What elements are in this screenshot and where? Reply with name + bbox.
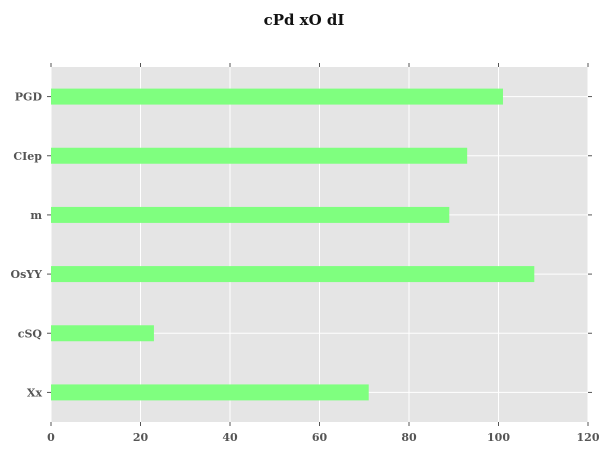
x-tick-label: 0	[47, 431, 55, 444]
x-tick-label: 20	[133, 431, 149, 444]
bar-cSQ	[51, 325, 154, 342]
y-tick-label: OsYY	[11, 268, 43, 281]
y-tick-label: Xx	[27, 386, 43, 399]
x-tick-label: 40	[222, 431, 238, 444]
x-tick-label: 120	[577, 431, 600, 444]
x-tick-label: 100	[487, 431, 510, 444]
bar-Xx	[51, 384, 369, 401]
y-tick-label: m	[30, 209, 42, 222]
bar-m	[51, 206, 450, 223]
chart-title: cPd xO dI	[264, 11, 345, 29]
bar-OsYY	[51, 266, 535, 283]
x-tick-label: 80	[401, 431, 417, 444]
axes: 0 20 40 60 80 100 120 Xx cSQ OsYY m CIep PGD	[11, 63, 600, 444]
y-tick-label: PGD	[15, 91, 43, 104]
bars	[51, 88, 535, 401]
y-tick-label: CIep	[13, 150, 42, 163]
y-tick-label: cSQ	[18, 327, 43, 340]
x-tick-label: 60	[312, 431, 328, 444]
bar-PGD	[51, 88, 503, 105]
bar-CIep	[51, 147, 468, 164]
